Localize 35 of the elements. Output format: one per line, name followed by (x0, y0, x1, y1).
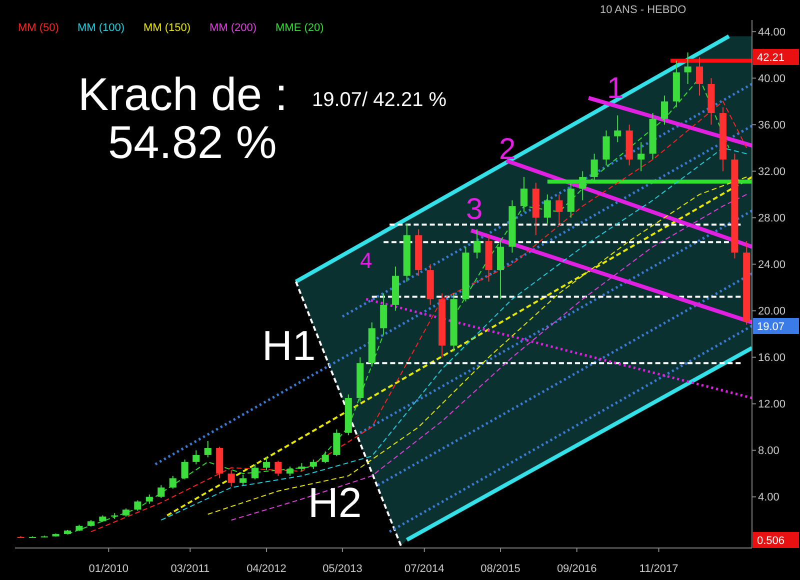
y-tick-label: 32.00 (758, 166, 786, 178)
text: MM (100) (78, 22, 125, 34)
annotation: H1 (262, 322, 316, 369)
text: MM (150) (144, 22, 191, 34)
y-tick-label: 12.00 (758, 398, 786, 411)
x-tick-label: 07/2014 (404, 563, 444, 575)
annotation: 2 (499, 133, 516, 166)
text: MME (20) (276, 22, 324, 34)
y-tick-label: 16.00 (758, 352, 786, 364)
chart-subtitle: 10 ANS - HEBDO (600, 4, 687, 16)
text: MM (200) (210, 22, 257, 34)
text: 19.07 (757, 320, 785, 333)
y-tick-label: 20.00 (758, 306, 786, 318)
y-tick-label: 44.00 (758, 26, 786, 38)
y-tick-label: 28.00 (758, 212, 786, 225)
y-tick-label: 24.00 (758, 259, 786, 272)
annotation: 1 (607, 72, 624, 105)
annotation: H2 (308, 479, 362, 526)
x-tick-label: 11/2017 (639, 563, 678, 575)
annotation: 4 (360, 248, 372, 273)
annotation: 3 (466, 193, 483, 226)
y-tick-label: 8.00 (758, 445, 780, 458)
x-tick-label: 04/2012 (246, 563, 286, 575)
x-tick-label: 09/2016 (556, 563, 597, 575)
x-tick-label: 05/2013 (322, 563, 362, 575)
text: 0.506 (757, 534, 785, 547)
annotation: 19.07/ 42.21 % (312, 89, 447, 111)
x-tick-label: 01/2010 (88, 563, 129, 575)
x-tick-label: 03/2011 (170, 563, 210, 575)
y-tick-label: 40.00 (758, 73, 786, 85)
text: 42.21 (757, 52, 785, 64)
y-tick-label: 36.00 (758, 120, 786, 132)
x-tick-label: 08/2015 (480, 563, 520, 575)
text: MM (50) (18, 22, 59, 34)
y-tick-label: 4.00 (758, 492, 780, 504)
